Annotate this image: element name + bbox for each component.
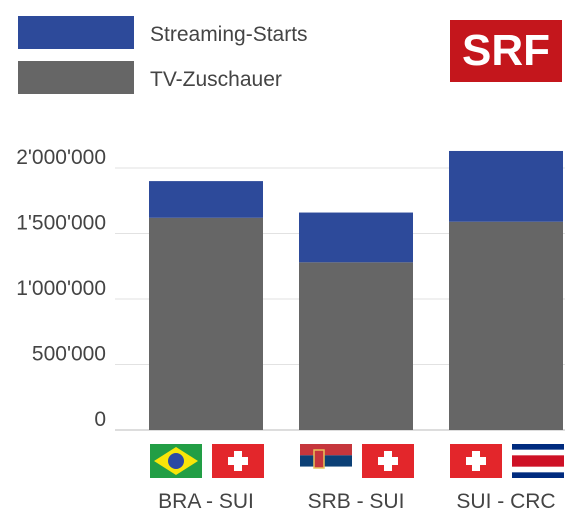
- legend-label-1: TV-Zuschauer: [150, 68, 282, 91]
- bar-tv-0: [149, 217, 263, 430]
- bar-streaming-2: [449, 150, 563, 222]
- legend-swatch-0: [18, 16, 134, 49]
- brazil-flag: [150, 444, 202, 478]
- legend: Streaming-Starts TV-Zuschauer: [18, 16, 308, 94]
- srf-logo: SRF: [450, 20, 562, 82]
- x-tick-label: SUI - CRC: [456, 490, 555, 513]
- bars: [149, 150, 563, 430]
- switzerland-flag: [362, 444, 414, 478]
- y-tick-label: 1'000'000: [16, 277, 106, 300]
- y-tick-label: 500'000: [32, 343, 106, 366]
- bar-tv-2: [449, 221, 563, 430]
- bar-streaming-0: [149, 181, 263, 218]
- y-axis-ticks: 0 500'000 1'000'000 1'500'000 2'000'000: [16, 146, 106, 431]
- costa-rica-flag: [512, 444, 564, 478]
- x-axis-labels: BRA - SUI SRB - SUI SUI - CRC: [158, 490, 555, 513]
- serbia-flag: [300, 444, 352, 478]
- legend-swatch-1: [18, 61, 134, 94]
- bar-tv-1: [299, 262, 413, 430]
- switzerland-flag: [212, 444, 264, 478]
- legend-label-0: Streaming-Starts: [150, 23, 308, 46]
- logo-text: SRF: [462, 26, 550, 75]
- y-tick-label: 1'500'000: [16, 212, 106, 235]
- switzerland-flag: [450, 444, 502, 478]
- x-tick-label: BRA - SUI: [158, 490, 254, 513]
- x-tick-label: SRB - SUI: [308, 490, 405, 513]
- bar-streaming-1: [299, 212, 413, 263]
- y-tick-label: 0: [94, 408, 106, 431]
- y-tick-label: 2'000'000: [16, 146, 106, 169]
- flags: [150, 444, 564, 478]
